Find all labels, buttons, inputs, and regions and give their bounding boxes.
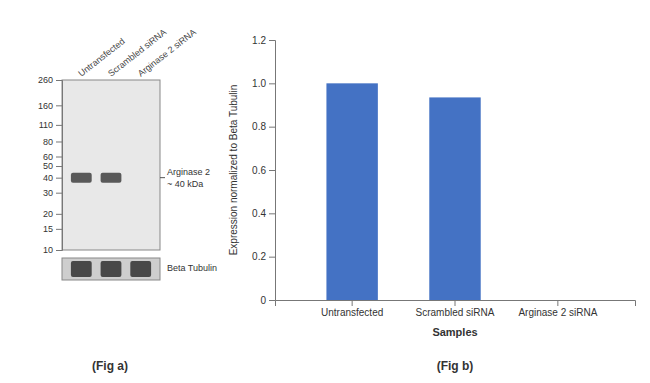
tubulin-strip bbox=[62, 258, 160, 280]
x-axis-title: Samples bbox=[432, 326, 477, 338]
y-axis-tick: 0.6 bbox=[252, 165, 275, 176]
marker-axis-tick-label: 30 bbox=[43, 188, 53, 198]
y-axis-tick-label: 0.4 bbox=[252, 208, 266, 219]
y-axis-tick: 0 bbox=[260, 295, 275, 306]
blot-band bbox=[71, 173, 92, 183]
caption: (Fig b) bbox=[437, 359, 474, 373]
marker-axis-tick-mark bbox=[56, 141, 62, 142]
y-axis-title: Expression normalized to Beta Tubulin bbox=[228, 85, 239, 256]
y-axis-tick-mark bbox=[269, 40, 275, 41]
y-axis-tick-label: 0.6 bbox=[252, 165, 266, 176]
marker-axis-tick-label: 260 bbox=[38, 75, 53, 85]
marker-axis-tick: 60 bbox=[43, 152, 62, 162]
x-axis-tick: Arginase 2 siRNA bbox=[518, 300, 597, 318]
x-axis-tick-mark bbox=[557, 300, 558, 306]
marker-axis-tick: 160 bbox=[38, 101, 62, 111]
marker-axis-tick-mark bbox=[56, 250, 62, 251]
marker-axis-tick: 20 bbox=[43, 209, 62, 219]
x-axis-tick-mark bbox=[352, 300, 353, 306]
gel bbox=[62, 80, 160, 250]
y-axis-tick-mark bbox=[269, 170, 275, 171]
marker-axis-tick-label: 20 bbox=[43, 209, 53, 219]
marker-axis-tick-label: 50 bbox=[43, 161, 53, 171]
y-axis-tick-label: 0.8 bbox=[252, 121, 266, 132]
y-axis-tick-mark bbox=[269, 83, 275, 84]
marker-axis-tick: 10 bbox=[43, 245, 62, 255]
bars bbox=[326, 83, 480, 300]
marker-axis-tick: 260 bbox=[38, 75, 62, 85]
x-axis-tick-label: Untransfected bbox=[321, 307, 383, 318]
gel-bands bbox=[71, 173, 121, 183]
y-axis-tick: 1.0 bbox=[252, 78, 275, 89]
marker-axis-tick-mark bbox=[56, 229, 62, 230]
marker-axis-line bbox=[56, 81, 63, 251]
tubulin-band bbox=[71, 261, 92, 277]
marker-axis-tick: 30 bbox=[43, 188, 62, 198]
x-axis-tick: Scrambled siRNA bbox=[416, 300, 495, 318]
marker-axis: 260 160 110 80 6050 40 30 20 15 10 bbox=[38, 75, 63, 255]
y-axis-tick-label: 0.2 bbox=[252, 251, 266, 262]
marker-axis-tick: 80 bbox=[43, 137, 62, 147]
annotation: ~ 40 kDa bbox=[167, 179, 203, 189]
marker-axis-tick-mark bbox=[56, 178, 62, 179]
blot-band bbox=[101, 173, 122, 183]
y-axis-tick: 0.2 bbox=[252, 251, 275, 262]
marker-axis-tick-label: 110 bbox=[39, 120, 53, 130]
x-axis-line bbox=[276, 301, 636, 307]
marker-axis-tick: 50 bbox=[43, 161, 62, 171]
marker-axis-tick-mark bbox=[56, 214, 62, 215]
y-axis-tick-mark bbox=[269, 213, 275, 214]
y-axis: 0 0.2 0.4 0.6 0.8 1.0 1.2 bbox=[252, 35, 275, 306]
marker-axis-tick-label: 40 bbox=[43, 173, 53, 183]
bar bbox=[326, 83, 377, 300]
marker-axis-tick-mark bbox=[56, 125, 62, 126]
x-axis: Untransfected Scrambled siRNA Arginase 2 s… bbox=[276, 300, 636, 318]
y-axis-tick-label: 1.0 bbox=[252, 78, 266, 89]
lane-label: Arginase 2 siRNA bbox=[136, 27, 198, 79]
marker-axis-tick-label: 60 bbox=[43, 152, 53, 162]
marker-axis-tick-mark bbox=[56, 166, 62, 167]
annotation: Arginase 2 bbox=[167, 167, 210, 177]
y-axis-tick: 1.2 bbox=[252, 35, 275, 46]
bar bbox=[429, 97, 480, 300]
x-axis-tick-mark bbox=[455, 300, 456, 306]
caption: (Fig a) bbox=[92, 359, 128, 373]
x-axis-tick-label: Scrambled siRNA bbox=[416, 307, 495, 318]
y-axis-tick-label: 0 bbox=[260, 295, 266, 306]
y-axis-tick-mark bbox=[269, 257, 275, 258]
y-axis-tick-label: 1.2 bbox=[252, 35, 266, 46]
y-axis-tick-mark bbox=[269, 300, 275, 301]
marker-axis-tick: 15 bbox=[43, 224, 62, 234]
bar bbox=[532, 300, 583, 301]
tubulin-band bbox=[101, 261, 122, 277]
marker-axis-tick-mark bbox=[56, 157, 62, 158]
marker-axis-tick-mark bbox=[56, 80, 62, 81]
marker-axis-tick-mark bbox=[56, 105, 62, 106]
y-axis-tick-mark bbox=[269, 127, 275, 128]
marker-axis-tick-label: 10 bbox=[43, 245, 53, 255]
marker-axis-tick-label: 15 bbox=[43, 224, 53, 234]
marker-axis-tick: 110 bbox=[39, 120, 62, 130]
y-axis-line bbox=[269, 41, 276, 301]
marker-axis-tick-label: 160 bbox=[38, 101, 53, 111]
tubulin-band bbox=[130, 261, 151, 277]
marker-axis-tick: 40 bbox=[43, 173, 62, 183]
annotation-leader bbox=[160, 177, 165, 178]
x-axis-tick-label: Arginase 2 siRNA bbox=[518, 307, 597, 318]
y-axis-tick: 0.8 bbox=[252, 121, 275, 132]
figure: 260 160 110 80 6050 40 30 20 15 10 Untransfected Sc… bbox=[0, 0, 650, 383]
x-axis-tick: Untransfected bbox=[321, 300, 383, 318]
marker-axis-tick-label: 80 bbox=[43, 137, 53, 147]
y-axis-tick: 0.4 bbox=[252, 208, 275, 219]
marker-axis-tick-mark bbox=[56, 193, 62, 194]
annotation: Beta Tubulin bbox=[167, 263, 217, 273]
